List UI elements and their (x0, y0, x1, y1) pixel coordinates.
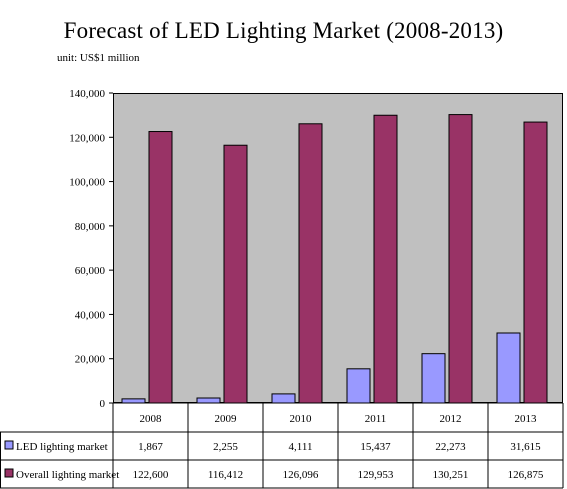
bar-led-2008 (121, 398, 146, 404)
y-tick-label: 0 (100, 398, 106, 410)
category-label: 2010 (290, 413, 313, 425)
data-label: 31,615 (510, 441, 541, 453)
bar-overall-2012 (448, 114, 473, 404)
bar-led-2009 (196, 397, 221, 404)
data-label: 122,600 (133, 469, 169, 481)
legend-label: Overall lighting market (16, 469, 119, 481)
legend-swatch (4, 468, 14, 478)
data-label: 116,412 (208, 469, 243, 481)
data-label: 2,255 (213, 441, 238, 453)
bar-overall-2010 (298, 123, 323, 404)
y-tick-label: 60,000 (75, 265, 106, 277)
data-label: 129,953 (358, 469, 394, 481)
unit-label: unit: US$1 million (57, 52, 140, 64)
category-label: 2011 (365, 413, 387, 425)
data-table: 2008 2009 2010 2011 2012 2013 LED lighting mar… (0, 402, 564, 489)
bar-led-2012 (421, 353, 446, 404)
y-axis: 0 20,000 40,000 60,000 80,000 100,000 120,000 1… (69, 88, 113, 410)
plot-area (113, 93, 563, 403)
bar-overall-2013 (523, 121, 548, 404)
y-tick-label: 80,000 (75, 221, 106, 233)
bar-led-2013 (496, 332, 521, 404)
bar-led-2010 (271, 393, 296, 404)
data-label: 1,867 (138, 441, 163, 453)
data-label: 15,437 (360, 441, 391, 453)
bar-overall-2008 (148, 131, 173, 404)
category-label: 2013 (515, 413, 538, 425)
bar-led-2011 (346, 368, 371, 404)
legend-label: LED lighting market (16, 441, 108, 453)
y-tick-label: 120,000 (69, 132, 105, 144)
data-label: 126,875 (508, 469, 544, 481)
category-label: 2009 (215, 413, 238, 425)
y-tick-label: 40,000 (75, 309, 106, 321)
chart-title: Forecast of LED Lighting Market (2008-20… (63, 18, 504, 43)
y-tick-label: 20,000 (75, 354, 106, 366)
bar-overall-2011 (373, 114, 398, 404)
bar-overall-2009 (223, 144, 248, 404)
y-tick-label: 140,000 (69, 88, 105, 100)
y-tick-label: 100,000 (69, 177, 105, 189)
category-label: 2008 (140, 413, 163, 425)
category-label: 2012 (440, 413, 462, 425)
data-label: 4,111 (289, 441, 313, 453)
legend-swatch (4, 440, 14, 450)
data-label: 22,273 (435, 441, 466, 453)
data-label: 126,096 (283, 469, 319, 481)
data-label: 130,251 (433, 469, 469, 481)
bars (121, 114, 548, 404)
